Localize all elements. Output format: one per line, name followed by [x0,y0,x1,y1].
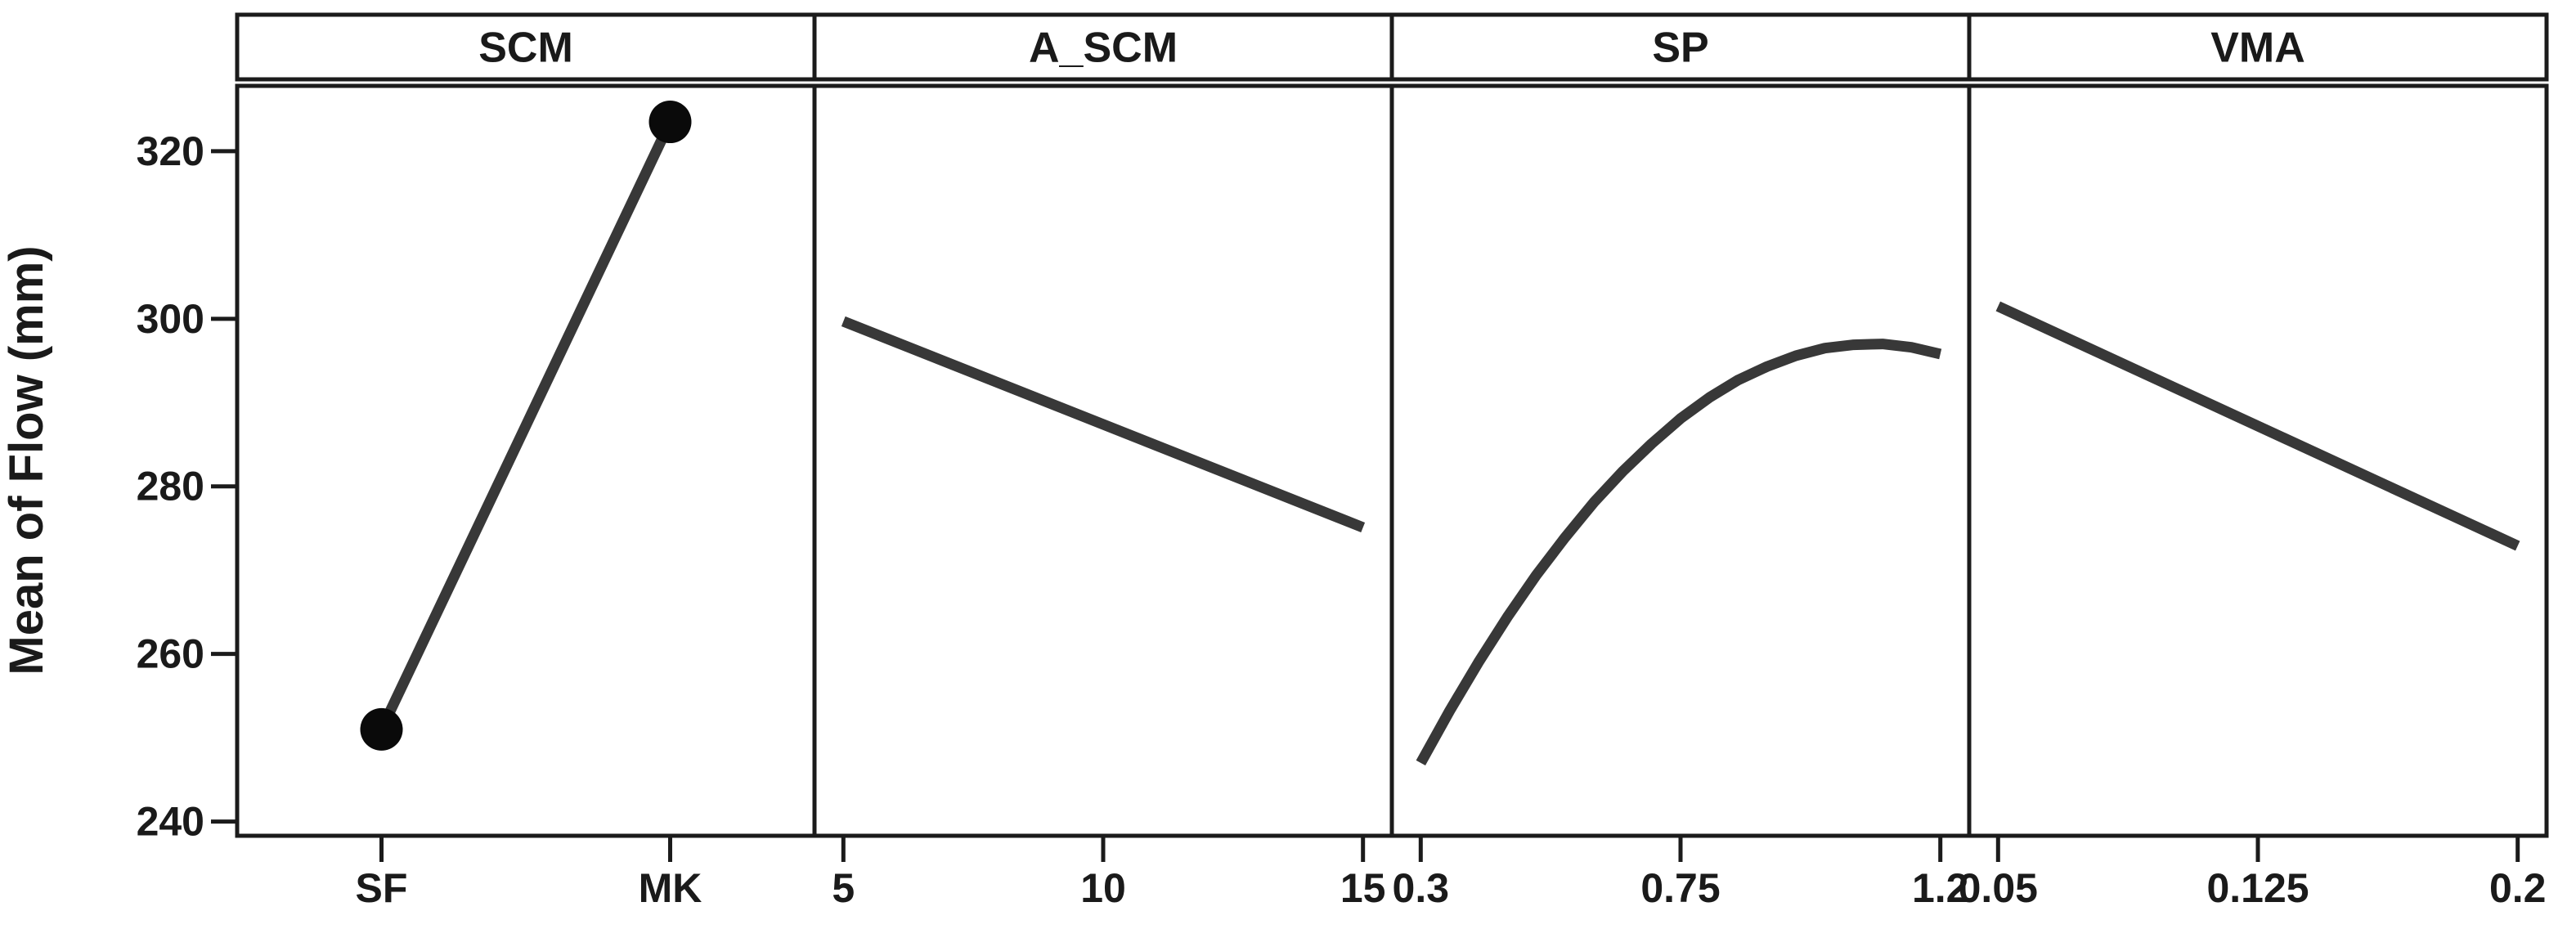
y-tick-label: 240 [137,799,204,845]
panel-header-label: A_SCM [1029,25,1178,72]
series-line [1416,339,1942,766]
x-tick-label: 0.3 [1393,865,1450,911]
chart-root: SCM SF MK A_SCM 5 10 15 SP 0.3 0.75 1.2 VMA 0.05 0.12… [137,12,2549,911]
series-line [376,119,675,732]
y-tick-label: 260 [137,631,204,677]
x-tick-label: MK [639,865,702,911]
series-line [841,316,1366,533]
y-tick-label: 300 [137,296,204,342]
x-tick-label: 0.125 [2206,865,2309,911]
x-tick-label: 1.2 [1912,865,1969,911]
x-tick-label: 0.2 [2489,865,2547,911]
panel-header-label: SP [1652,25,1708,72]
x-tick-label: 5 [832,865,855,911]
x-tick-label: 15 [1340,865,1386,911]
x-tick-label: 0.75 [1640,865,1720,911]
x-tick-label: 10 [1080,865,1126,911]
data-point-marker [360,707,403,751]
panel-plot-box [1389,83,1972,838]
x-tick-label: SF [356,865,408,911]
panel-header-box [1967,12,2549,82]
panel-header-label: VMA [2210,25,2305,72]
panel-plot-box [235,83,817,838]
y-axis-title: Mean of Flow (mm) [0,245,53,675]
y-tick-label: 320 [137,128,204,174]
y-tick-label: 280 [137,464,204,509]
panel-plot-box [812,83,1394,838]
data-point-marker [648,101,692,144]
panel-plot-box [1967,83,2549,838]
panel-header-label: SCM [478,25,573,72]
x-tick-label: 0.05 [1959,865,2038,911]
series-line [1995,301,2520,551]
